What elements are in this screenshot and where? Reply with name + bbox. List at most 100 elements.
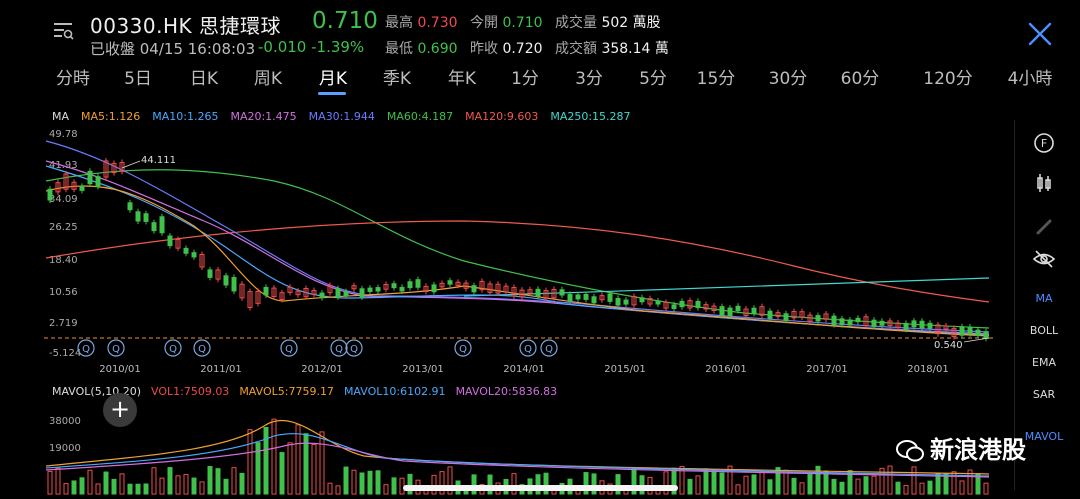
home-indicator[interactable]: [403, 485, 678, 491]
volume-bar: [343, 466, 349, 495]
candle-body: [871, 319, 877, 327]
candle-body: [895, 322, 901, 328]
tab-period[interactable]: 周K: [253, 69, 283, 89]
candle-body: [839, 318, 845, 325]
candle-body: [199, 253, 205, 268]
candle-body: [927, 322, 933, 329]
stat-item: 最高 0.730: [385, 12, 458, 32]
sar-option[interactable]: SAR: [1032, 388, 1056, 401]
event-marker-icon: [345, 339, 363, 357]
candle-body: [623, 299, 629, 305]
market-status: 已收盤 04/15 16:08:03: [90, 40, 256, 58]
tab-period[interactable]: 30分: [768, 69, 808, 89]
list-menu-icon[interactable]: [52, 20, 74, 42]
ema-option[interactable]: EMA: [1032, 356, 1056, 369]
candle-body: [831, 315, 837, 326]
candle-body: [535, 288, 541, 297]
stat-value: 358.14 萬: [601, 41, 669, 57]
ma-line: [45, 220, 990, 303]
candle-body: [167, 235, 173, 247]
price-axis-label: -5.124: [49, 348, 81, 359]
mavol-line: [45, 419, 990, 475]
candle-body: [487, 283, 493, 293]
candle-body: [103, 160, 109, 178]
pen-icon[interactable]: [1015, 216, 1073, 241]
volume-bar: [767, 479, 773, 495]
volume-bar: [143, 483, 149, 495]
close-icon[interactable]: [1024, 18, 1056, 50]
ma-option[interactable]: MA: [1035, 292, 1053, 305]
volume-bar: [375, 470, 381, 495]
volume-bar: [247, 429, 253, 495]
candle-body: [703, 304, 709, 310]
ma-legend-item: MA120:9.603: [465, 110, 539, 123]
volume-bar: [487, 474, 493, 495]
volume-bar: [751, 474, 757, 495]
candle-body: [295, 290, 301, 296]
volume-bar: [303, 433, 309, 495]
wechat-icon: [896, 440, 924, 462]
candle-body: [327, 284, 333, 294]
event-marker-icon: [540, 339, 558, 357]
stat-item: 今開 0.710: [470, 12, 543, 32]
candle-body: [415, 279, 421, 288]
volume-bar: [191, 477, 197, 495]
stat-label: 成交量: [555, 15, 602, 31]
tab-period[interactable]: 120分: [923, 69, 973, 89]
low-annotation-line: [963, 337, 990, 343]
volume-bar: [327, 482, 333, 495]
volume-bar: [127, 483, 133, 495]
volume-bar: [199, 481, 205, 495]
eye-off-icon[interactable]: [1015, 248, 1073, 273]
volume-bar: [87, 469, 93, 495]
candle-body: [423, 285, 429, 292]
time-axis-label: 2016/01: [705, 364, 747, 375]
tab-period[interactable]: 年K: [447, 69, 477, 89]
mavol-option[interactable]: MAVOL: [1024, 430, 1064, 443]
tab-period[interactable]: 分時: [56, 69, 90, 89]
candle-body: [71, 181, 77, 190]
time-axis-label: 2017/01: [806, 364, 848, 375]
candle-body: [383, 283, 389, 290]
tab-period[interactable]: 1分: [511, 69, 539, 89]
candle-body: [255, 290, 261, 304]
candle-icon[interactable]: [1015, 172, 1073, 197]
tab-period[interactable]: 日K: [189, 69, 219, 89]
tab-period[interactable]: 5日: [124, 69, 152, 89]
event-marker-letter: Q: [459, 344, 467, 355]
volume-bar: [831, 478, 837, 495]
tab-period[interactable]: 3分: [575, 69, 603, 89]
ma-legend-item: MA30:1.944: [308, 110, 375, 123]
candle-body: [495, 283, 501, 294]
volume-bar: [439, 471, 445, 495]
candle-body: [183, 247, 189, 254]
f-icon[interactable]: F: [1015, 132, 1073, 157]
tab-period[interactable]: 季K: [382, 69, 412, 89]
volume-bar: [183, 473, 189, 495]
tab-period[interactable]: 15分: [696, 69, 736, 89]
volume-bar: [223, 478, 229, 495]
volume-bar: [207, 466, 213, 495]
volume-bar: [919, 482, 925, 495]
tab-period[interactable]: 60分: [840, 69, 880, 89]
volume-bar: [47, 470, 53, 495]
candle-body: [575, 294, 581, 300]
boll-option[interactable]: BOLL: [1029, 324, 1059, 337]
tab-period[interactable]: 4小時: [1007, 69, 1053, 89]
candle-body: [519, 289, 525, 298]
candle-body: [231, 277, 237, 292]
candle-body: [591, 296, 597, 304]
volume-bar: [663, 471, 669, 495]
volume-bar: [447, 466, 453, 495]
tab-period[interactable]: 5分: [639, 69, 667, 89]
volume-bar: [431, 474, 437, 495]
kline-chart[interactable]: 49.7841.9334.0926.2518.4010.562.719-5.12…: [44, 106, 1004, 496]
add-indicator-button[interactable]: +: [103, 393, 137, 427]
candle-body: [151, 222, 157, 232]
volume-bar: [871, 475, 877, 495]
tab-period[interactable]: 月K: [318, 69, 348, 89]
event-marker-letter: Q: [169, 344, 177, 355]
volume-bar: [63, 483, 69, 495]
ma-legend-item: MA10:1.265: [152, 110, 219, 123]
candle-body: [543, 290, 549, 299]
